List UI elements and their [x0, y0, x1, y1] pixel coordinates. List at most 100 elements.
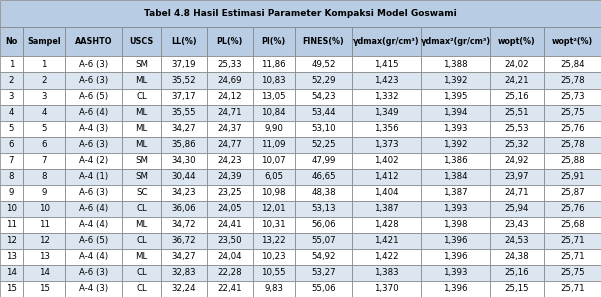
Text: 1,383: 1,383 — [374, 268, 399, 277]
Bar — [543, 105, 601, 121]
Bar — [65, 281, 123, 297]
Bar — [207, 72, 252, 89]
Text: PL(%): PL(%) — [216, 37, 243, 46]
Text: γdmax²(gr/cm³): γdmax²(gr/cm³) — [421, 37, 490, 46]
Text: 13: 13 — [38, 252, 49, 261]
Bar — [490, 153, 543, 169]
Bar — [161, 265, 207, 281]
Bar — [294, 249, 352, 265]
Bar — [65, 27, 123, 56]
Text: PI(%): PI(%) — [261, 37, 286, 46]
Text: 12: 12 — [6, 236, 17, 245]
Text: 1,421: 1,421 — [374, 236, 399, 245]
Bar — [0, 89, 23, 105]
Bar — [294, 153, 352, 169]
Bar — [294, 27, 352, 56]
Text: 12: 12 — [38, 236, 49, 245]
Text: 36,06: 36,06 — [171, 204, 196, 213]
Bar — [23, 249, 65, 265]
Text: 25,78: 25,78 — [560, 140, 585, 149]
Text: 1,412: 1,412 — [374, 172, 399, 181]
Bar — [0, 121, 23, 137]
Bar — [123, 233, 161, 249]
Bar — [0, 265, 23, 281]
Bar — [490, 121, 543, 137]
Text: 1,395: 1,395 — [444, 92, 468, 101]
Bar — [252, 249, 294, 265]
Text: 6: 6 — [41, 140, 47, 149]
Text: 22,28: 22,28 — [218, 268, 242, 277]
Bar — [543, 201, 601, 217]
Text: FINES(%): FINES(%) — [302, 37, 344, 46]
Text: 24,02: 24,02 — [504, 60, 529, 69]
Text: CL: CL — [136, 204, 147, 213]
Bar — [252, 201, 294, 217]
Text: 24,05: 24,05 — [218, 204, 242, 213]
Bar — [207, 56, 252, 72]
Bar — [490, 217, 543, 233]
Text: A-6 (3): A-6 (3) — [79, 140, 108, 149]
Bar — [207, 105, 252, 121]
Text: 37,17: 37,17 — [171, 92, 196, 101]
Bar — [352, 217, 421, 233]
Text: 53,13: 53,13 — [311, 204, 336, 213]
Bar — [0, 0, 601, 27]
Text: 25,75: 25,75 — [560, 108, 585, 117]
Bar — [23, 265, 65, 281]
Bar — [65, 201, 123, 217]
Bar — [490, 249, 543, 265]
Bar — [65, 89, 123, 105]
Text: 46,65: 46,65 — [311, 172, 336, 181]
Text: SC: SC — [136, 188, 147, 197]
Text: A-4 (3): A-4 (3) — [79, 285, 108, 293]
Text: 25,71: 25,71 — [560, 252, 585, 261]
Text: 53,27: 53,27 — [311, 268, 336, 277]
Text: 25,16: 25,16 — [504, 268, 529, 277]
Bar — [161, 185, 207, 201]
Bar — [252, 153, 294, 169]
Text: 9: 9 — [9, 188, 14, 197]
Bar — [294, 137, 352, 153]
Bar — [543, 72, 601, 89]
Text: 6,05: 6,05 — [264, 172, 283, 181]
Bar — [123, 105, 161, 121]
Text: 54,92: 54,92 — [311, 252, 336, 261]
Bar — [23, 233, 65, 249]
Text: 1,384: 1,384 — [443, 172, 468, 181]
Bar — [207, 233, 252, 249]
Bar — [490, 201, 543, 217]
Bar — [23, 169, 65, 185]
Text: 22,41: 22,41 — [218, 285, 242, 293]
Bar — [207, 185, 252, 201]
Bar — [0, 27, 23, 56]
Text: 3: 3 — [41, 92, 47, 101]
Bar — [65, 249, 123, 265]
Text: 10: 10 — [38, 204, 49, 213]
Bar — [0, 153, 23, 169]
Text: γdmax(gr/cm³): γdmax(gr/cm³) — [353, 37, 420, 46]
Bar — [0, 249, 23, 265]
Text: 1,370: 1,370 — [374, 285, 399, 293]
Bar — [421, 56, 490, 72]
Text: 25,87: 25,87 — [560, 188, 585, 197]
Text: A-6 (3): A-6 (3) — [79, 188, 108, 197]
Text: 10,07: 10,07 — [261, 156, 286, 165]
Bar — [252, 169, 294, 185]
Text: 1,386: 1,386 — [443, 156, 468, 165]
Text: 10,83: 10,83 — [261, 76, 286, 85]
Bar — [161, 72, 207, 89]
Text: 1,428: 1,428 — [374, 220, 399, 229]
Text: 1,349: 1,349 — [374, 108, 399, 117]
Bar — [0, 201, 23, 217]
Bar — [123, 169, 161, 185]
Bar — [23, 201, 65, 217]
Text: A-6 (3): A-6 (3) — [79, 268, 108, 277]
Bar — [490, 89, 543, 105]
Text: 9,90: 9,90 — [264, 124, 283, 133]
Bar — [252, 89, 294, 105]
Bar — [207, 153, 252, 169]
Text: 37,19: 37,19 — [171, 60, 196, 69]
Bar — [490, 185, 543, 201]
Bar — [252, 217, 294, 233]
Bar — [543, 89, 601, 105]
